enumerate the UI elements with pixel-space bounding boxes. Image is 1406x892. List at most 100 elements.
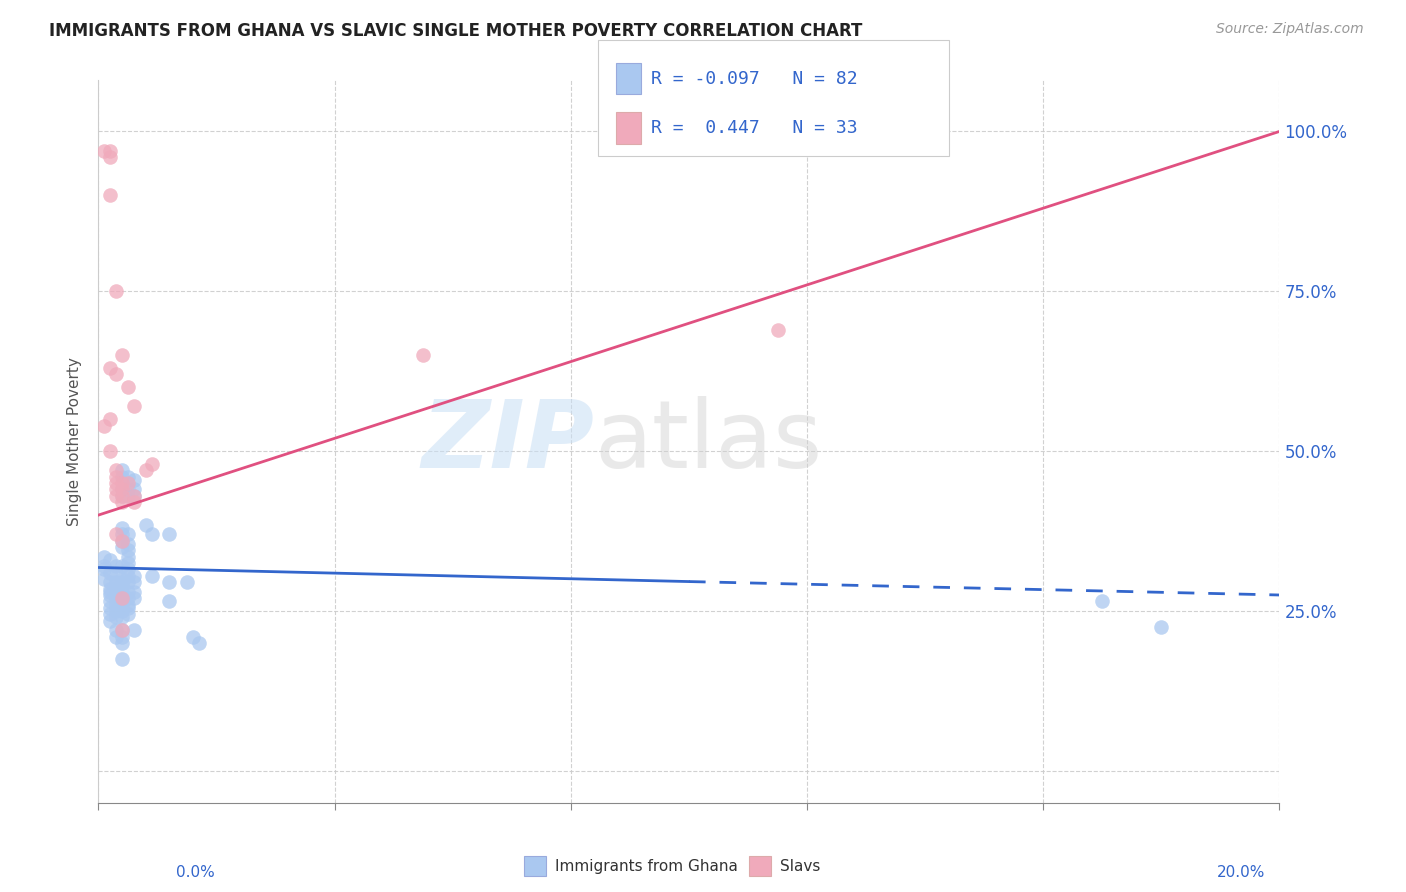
Point [105,368,128,382]
Point [111,575,134,590]
Point [122,569,145,583]
Point [93,559,115,574]
Point [111,623,134,637]
Text: Source: ZipAtlas.com: Source: ZipAtlas.com [1216,22,1364,37]
Point [141,569,163,583]
Point [98,594,121,608]
Point [111,540,134,554]
Point [111,489,134,503]
Point [176,575,198,590]
Point [105,584,128,599]
Point [111,463,134,477]
Point [111,489,134,503]
Point [105,489,128,503]
Point [98,444,121,458]
Point [98,144,121,158]
Point [111,623,134,637]
Point [111,521,134,535]
Point [412,348,434,362]
Point [111,483,134,497]
Point [98,188,121,202]
Point [117,569,139,583]
Point [117,607,139,622]
Point [111,652,134,666]
Point [111,591,134,606]
Point [105,476,128,491]
Point [117,584,139,599]
Point [105,604,128,618]
Point [105,575,128,590]
Point [111,469,134,483]
Point [1091,594,1114,608]
Point [105,610,128,624]
Point [93,144,115,158]
Point [117,537,139,551]
Point [122,495,145,509]
Text: atlas: atlas [595,395,823,488]
Point [117,591,139,606]
Point [122,489,145,503]
Point [117,549,139,564]
Point [93,572,115,586]
Point [135,463,157,477]
Point [111,578,134,592]
Point [98,553,121,567]
Text: R =  0.447   N = 33: R = 0.447 N = 33 [651,120,858,137]
Point [122,623,145,637]
Point [111,572,134,586]
Point [93,549,115,564]
Point [117,556,139,570]
Point [141,527,163,541]
Point [105,630,128,644]
Point [105,578,128,592]
Point [117,476,139,491]
Point [98,584,121,599]
Point [117,380,139,394]
Point [117,543,139,558]
Point [111,483,134,497]
Text: R = -0.097   N = 82: R = -0.097 N = 82 [651,70,858,87]
Point [105,582,128,596]
Text: ZIP: ZIP [422,395,595,488]
Point [122,483,145,497]
Point [122,591,145,606]
Point [111,636,134,650]
Y-axis label: Single Mother Poverty: Single Mother Poverty [67,357,83,526]
Point [93,418,115,433]
Point [111,584,134,599]
Point [105,591,128,606]
Point [105,559,128,574]
Text: Slavs: Slavs [779,859,820,873]
Point [105,566,128,580]
Point [105,469,128,483]
Point [98,575,121,590]
Point [105,598,128,612]
Point [98,361,121,376]
Point [141,457,163,471]
Point [117,489,139,503]
Point [111,591,134,606]
Point [105,623,128,637]
Point [105,463,128,477]
Point [111,348,134,362]
Point [98,150,121,164]
Point [157,575,180,590]
Text: Immigrants from Ghana: Immigrants from Ghana [554,859,738,873]
Point [111,559,134,574]
Point [122,575,145,590]
Point [117,575,139,590]
Point [111,600,134,615]
Point [111,630,134,644]
Point [157,594,180,608]
Text: 0.0%: 0.0% [176,865,215,880]
Point [98,412,121,426]
Point [105,285,128,299]
Point [117,469,139,483]
Point [117,527,139,541]
Point [157,527,180,541]
Point [187,636,209,650]
Point [122,473,145,487]
Text: 20.0%: 20.0% [1218,865,1265,880]
Point [111,495,134,509]
Text: IMMIGRANTS FROM GHANA VS SLAVIC SINGLE MOTHER POVERTY CORRELATION CHART: IMMIGRANTS FROM GHANA VS SLAVIC SINGLE M… [49,22,863,40]
